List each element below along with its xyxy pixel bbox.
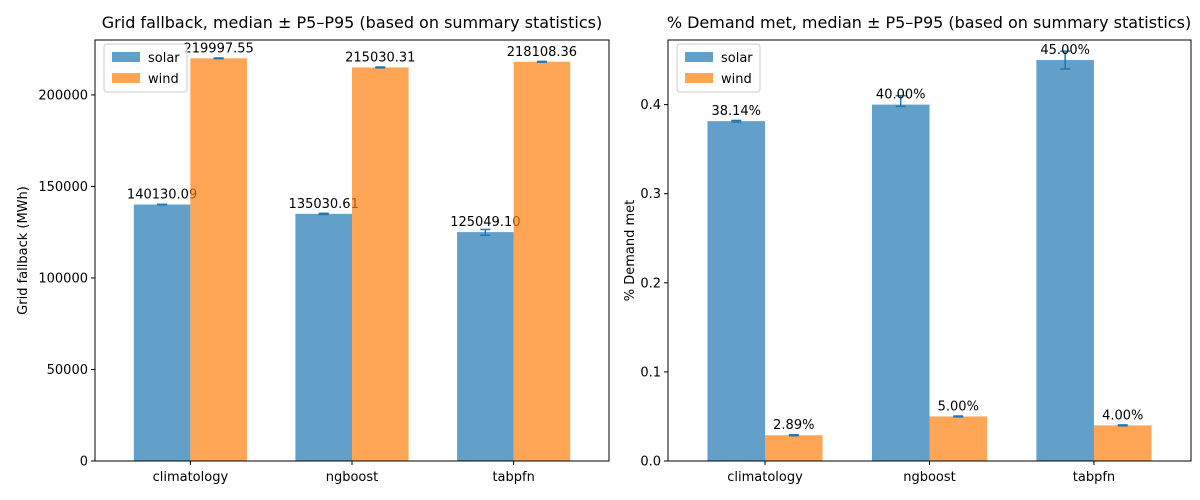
- data-label: 219997.55: [183, 41, 253, 56]
- y-tick-label: 100000: [38, 271, 88, 286]
- bar-solar-climatology: [707, 121, 766, 461]
- bar-solar-climatology: [133, 204, 191, 461]
- legend-swatch-solar: [685, 52, 713, 62]
- x-tick-label: tabpfn: [492, 470, 534, 485]
- bar-wind-climatology: [190, 58, 247, 461]
- bar-wind-ngboost: [929, 416, 988, 461]
- bar-wind-tabpfn: [1093, 425, 1152, 461]
- legend-label-wind: wind: [721, 72, 752, 87]
- data-label: 2.89%: [773, 418, 814, 433]
- y-tick-label: 0.4: [640, 98, 661, 113]
- legend-label-solar: solar: [148, 51, 180, 66]
- chart-title: % Demand met, median ± P5–P95 (based on …: [667, 13, 1191, 32]
- data-label: 5.00%: [938, 399, 979, 414]
- x-tick-label: climatology: [153, 470, 229, 485]
- y-axis-label: % Demand met: [623, 200, 638, 302]
- x-tick-label: climatology: [727, 470, 803, 485]
- y-tick-label: 0.0: [640, 455, 661, 470]
- bar-wind-climatology: [765, 435, 823, 461]
- y-tick-label: 0: [80, 455, 88, 470]
- y-tick-label: 0.1: [640, 365, 661, 380]
- data-label: 140130.09: [127, 188, 197, 203]
- bar-wind-ngboost: [352, 67, 409, 462]
- legend-label-solar: solar: [721, 51, 753, 66]
- data-label: 40.00%: [876, 88, 926, 103]
- legend-label-wind: wind: [148, 72, 179, 87]
- y-tick-label: 200000: [38, 88, 88, 103]
- y-axis-label: Grid fallback (MWh): [16, 186, 31, 315]
- y-tick-label: 150000: [38, 180, 88, 195]
- data-label: 4.00%: [1102, 408, 1143, 423]
- chart-title: Grid fallback, median ± P5–P95 (based on…: [102, 13, 602, 32]
- data-label: 218108.36: [507, 45, 577, 60]
- x-tick-label: ngboost: [903, 470, 956, 485]
- y-tick-label: 0.3: [640, 187, 661, 202]
- bar-solar-ngboost: [871, 104, 930, 461]
- legend-swatch-solar: [112, 52, 140, 62]
- x-tick-label: tabpfn: [1073, 470, 1115, 485]
- bar-wind-tabpfn: [513, 61, 571, 461]
- legend-swatch-wind: [685, 73, 713, 83]
- bar-solar-tabpfn: [457, 232, 514, 461]
- data-label: 125049.10: [450, 215, 520, 230]
- grid-fallback-chart: Grid fallback, median ± P5–P95 (based on…: [16, 13, 610, 485]
- data-label: 215030.31: [345, 50, 415, 65]
- data-label: 135030.61: [289, 197, 359, 212]
- x-tick-label: ngboost: [326, 470, 379, 485]
- data-label: 45.00%: [1040, 43, 1090, 58]
- demand-met-chart: % Demand met, median ± P5–P95 (based on …: [623, 13, 1192, 485]
- data-label: 38.14%: [711, 104, 761, 119]
- y-tick-label: 50000: [47, 363, 88, 378]
- legend-swatch-wind: [112, 73, 140, 83]
- bar-solar-ngboost: [295, 213, 352, 461]
- bar-solar-tabpfn: [1036, 60, 1094, 462]
- y-tick-label: 0.2: [640, 276, 661, 291]
